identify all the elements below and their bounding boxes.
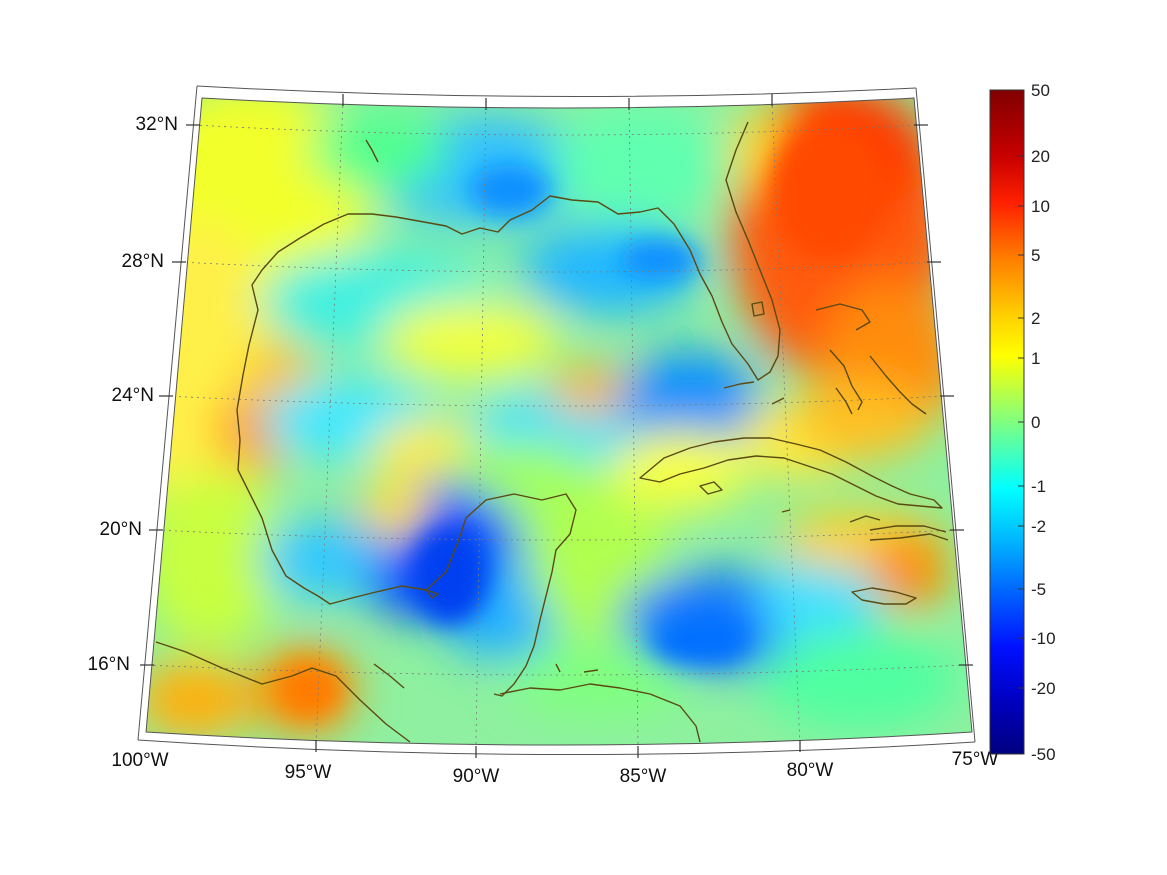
colorbar-label-neg5: -5 [1031,580,1046,599]
lon-label-80w: 80°W [787,760,834,781]
colorbar-label-2: 2 [1031,309,1040,328]
colorbar-label-50: 50 [1031,81,1050,100]
data-field [146,98,972,745]
colorbar-label-neg50: -50 [1031,745,1056,764]
lon-label-90w: 90°W [453,766,500,787]
longitude-labels: 100°W 95°W 90°W 85°W 80°W 75°W [111,749,998,787]
lat-label-20n: 20°N [100,519,142,540]
colorbar-label-neg20: -20 [1031,679,1056,698]
lon-label-75w: 75°W [952,749,999,770]
colorbar-label-20: 20 [1031,147,1050,166]
lat-label-16n: 16°N [88,654,130,675]
frame-ticks [140,94,973,758]
colorbar: 50 20 10 5 2 1 0 -1 -2 -5 -10 -20 -50 [989,81,1056,764]
coastlines [155,121,949,743]
colorbar-label-neg2: -2 [1031,517,1046,536]
map-frame [137,85,976,756]
latitude-labels: 32°N 28°N 24°N 20°N 16°N [88,114,178,675]
colorbar-label-10: 10 [1031,197,1050,216]
colorbar-ticks [1018,155,1024,689]
lon-label-85w: 85°W [620,766,667,787]
colorbar-label-1: 1 [1031,349,1040,368]
colorbar-label-neg10: -10 [1031,629,1056,648]
lon-label-95w: 95°W [285,762,332,783]
lon-label-100w: 100°W [111,750,168,771]
lat-label-32n: 32°N [136,114,178,135]
graticule [147,99,966,745]
colorbar-label-0: 0 [1031,413,1040,432]
colorbar-label-neg1: -1 [1031,477,1046,496]
lat-label-24n: 24°N [112,385,154,406]
lat-label-28n: 28°N [122,251,164,272]
colorbar-label-5: 5 [1031,246,1040,265]
